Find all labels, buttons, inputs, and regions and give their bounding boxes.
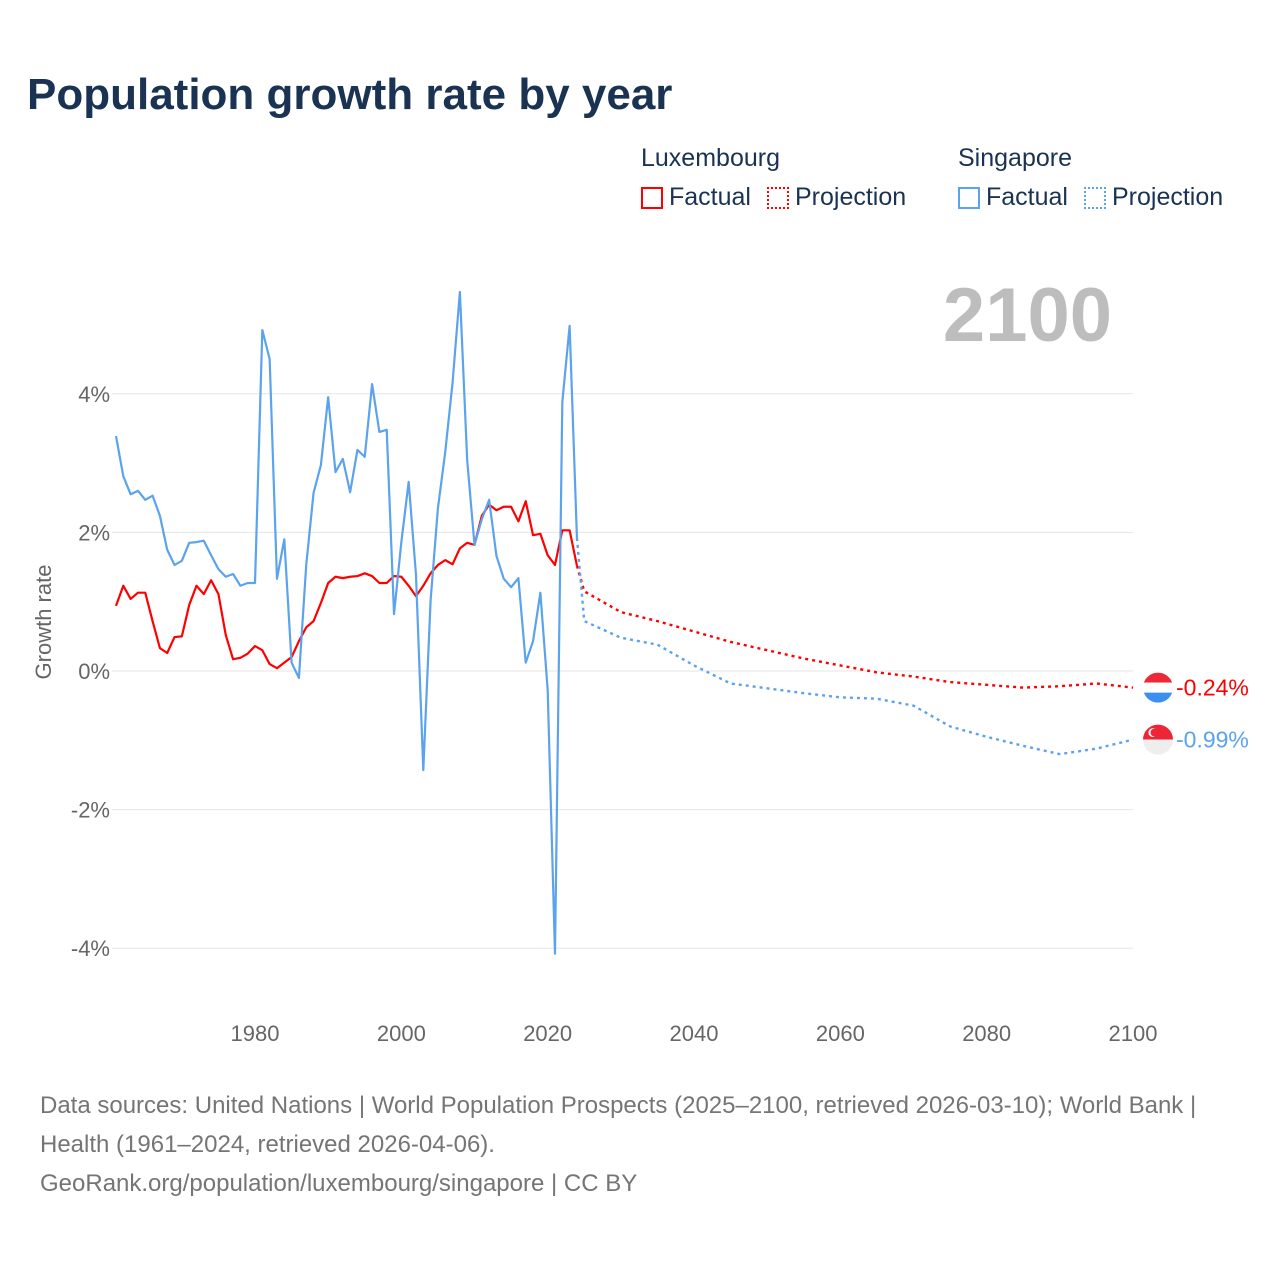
x-tick-label: 2040: [670, 1021, 719, 1046]
x-tick-label: 2100: [1109, 1021, 1158, 1046]
legend-group-name: Luxembourg: [641, 144, 780, 172]
legend-label: Factual: [669, 183, 751, 211]
x-tick-label: 1980: [231, 1021, 280, 1046]
y-tick-label: 0%: [78, 659, 110, 684]
luxembourg-end-value-label: -0.24%: [1176, 675, 1249, 701]
legend-label: Factual: [986, 183, 1068, 211]
dotted-swatch-icon: [1083, 186, 1106, 209]
dotted-swatch-icon: [766, 186, 789, 209]
singapore-projection-line: [575, 537, 1134, 756]
data-sources: Data sources: United Nations | World Pop…: [40, 1092, 1197, 1158]
legend-luxembourg-projection[interactable]: Projection: [766, 183, 907, 212]
solid-swatch-icon: [958, 186, 980, 209]
legend-luxembourg: Luxembourg Factual Projection: [641, 144, 906, 212]
x-tick-label: 2000: [377, 1021, 426, 1046]
chart-title: Population growth rate by year: [27, 70, 673, 119]
x-tick-label: 2060: [816, 1021, 865, 1046]
legend-singapore-projection[interactable]: Projection: [1083, 183, 1224, 212]
source-link[interactable]: GeoRank.org/population/luxembourg/singap…: [40, 1170, 638, 1197]
luxembourg-factual-line: [114, 500, 579, 670]
legend-singapore: Singapore Factual Projection: [958, 144, 1223, 212]
y-tick-label: -4%: [71, 936, 110, 961]
solid-swatch-icon: [641, 186, 663, 209]
singapore-factual-line: [114, 290, 579, 955]
current-year-label: 2100: [942, 273, 1112, 358]
legend-group-name: Singapore: [958, 144, 1072, 172]
y-tick-label: 2%: [78, 520, 110, 545]
singapore-end-value-label: -0.99%: [1176, 727, 1249, 753]
luxembourg-projection-line: [575, 565, 1134, 689]
x-tick-label: 2020: [523, 1021, 572, 1046]
legend-singapore-factual[interactable]: Factual: [958, 183, 1068, 212]
y-tick-label: 4%: [78, 382, 110, 407]
y-tick-label: -2%: [71, 798, 110, 823]
legend-label: Projection: [794, 183, 907, 211]
legend-label: Projection: [1111, 183, 1224, 211]
luxembourg-flag-icon: [1143, 672, 1173, 703]
y-axis-label: Growth rate: [31, 565, 56, 680]
footer: Data sources: United Nations | World Pop…: [40, 1086, 1240, 1203]
singapore-flag-icon: [1143, 724, 1173, 755]
legend-luxembourg-factual[interactable]: Factual: [641, 183, 751, 212]
x-tick-label: 2080: [962, 1021, 1011, 1046]
